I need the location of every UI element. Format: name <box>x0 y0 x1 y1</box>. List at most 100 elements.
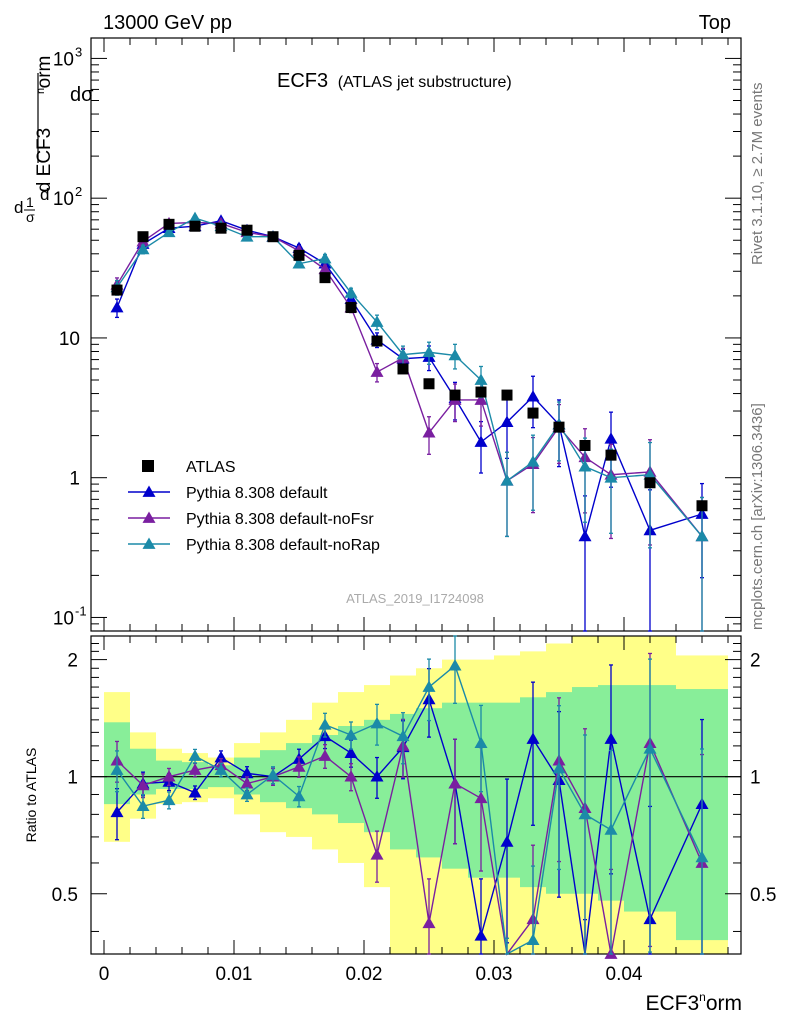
series-point <box>578 460 592 472</box>
data-point <box>345 302 357 314</box>
svg-text:1: 1 <box>26 194 34 210</box>
ratio-point <box>578 807 592 820</box>
ratio-point <box>188 749 202 761</box>
series-point <box>370 315 384 327</box>
y-tick-label: 10 <box>53 608 74 629</box>
ratio-point <box>110 763 124 775</box>
data-point <box>319 272 331 284</box>
series-point <box>422 426 436 438</box>
svg-text:orm: orm <box>34 56 55 89</box>
series-point <box>500 474 514 486</box>
data-point <box>267 231 279 243</box>
ratio-point <box>526 933 540 945</box>
ratio-line <box>116 664 703 956</box>
ratio-point <box>552 761 566 774</box>
ratio-line <box>116 697 703 955</box>
y-tick-label-exponent: -1 <box>75 603 87 618</box>
y-tick-label: 10 <box>53 189 74 210</box>
ratio-point <box>266 768 280 780</box>
x-tick-label: 0.04 <box>606 964 643 985</box>
ratio-point <box>344 770 358 782</box>
svg-text:d: d <box>14 198 23 217</box>
y-tick-label-right: 0.5 <box>750 885 776 906</box>
ratio-point <box>240 787 254 800</box>
y-tick-label-exponent: 2 <box>75 184 82 199</box>
series-point <box>422 345 436 358</box>
legend-marker <box>142 485 156 497</box>
series-point <box>604 432 618 444</box>
svg-text:σ: σ <box>26 209 35 225</box>
svg-text:Rivet 3.1.10, ≥ 2.7M events: Rivet 3.1.10, ≥ 2.7M events <box>749 83 766 266</box>
data-point <box>163 218 175 230</box>
series-point <box>110 301 124 313</box>
ratio-point <box>604 732 618 744</box>
data-point <box>241 224 253 236</box>
ratio-point <box>162 793 176 806</box>
x-tick-label: 0.02 <box>346 964 383 985</box>
ratio-point <box>344 746 358 758</box>
ratio-point <box>604 823 618 835</box>
atlas-data-points <box>111 218 708 512</box>
series-point <box>526 390 540 402</box>
y-tick-label: 0.5 <box>52 885 78 906</box>
series-point <box>344 286 358 298</box>
data-point <box>137 231 149 243</box>
legend: ATLAS Pythia 8.308 default Pythia 8.308 de… <box>128 459 380 554</box>
mc-series-ratio <box>110 635 709 956</box>
legend-marker <box>142 537 156 549</box>
data-point <box>371 335 383 347</box>
data-point <box>579 439 591 451</box>
data-point <box>449 389 461 401</box>
y-tick-label-exponent: 3 <box>75 44 82 59</box>
legend-label: ATLAS <box>186 459 236 476</box>
series-point <box>695 529 709 542</box>
series-point <box>188 211 202 223</box>
ratio-point <box>240 777 254 789</box>
series-point <box>474 373 488 385</box>
legend-label: Pythia 8.308 default-noFsr <box>186 511 374 528</box>
ratio-point <box>422 916 436 929</box>
series-point <box>318 262 332 275</box>
y-tick-label: 1 <box>67 768 78 789</box>
ratio-point <box>136 778 150 791</box>
svg-text:d: d <box>40 185 49 204</box>
y-tick-label: 10 <box>53 49 74 70</box>
ratio-point <box>370 770 384 782</box>
data-point <box>605 449 617 461</box>
ratio-point <box>162 770 176 782</box>
ratio-point <box>240 766 254 779</box>
series-point <box>526 455 540 467</box>
series-point <box>396 348 410 360</box>
ratio-point <box>318 749 332 761</box>
data-point <box>111 284 123 296</box>
main-y-axis-label: d 1 σ d dσ d ECF3 n orm <box>14 56 94 225</box>
energy-label: 13000 GeV pp <box>103 12 232 34</box>
series-point <box>578 529 592 542</box>
ratio-point <box>292 760 306 772</box>
ratio-point <box>188 763 202 775</box>
ratio-point <box>188 786 202 798</box>
data-point <box>397 363 409 375</box>
ratio-point <box>136 799 150 812</box>
analysis-watermark: ATLAS_2019_I1724098 <box>346 591 484 606</box>
legend-label: Pythia 8.308 default-noRap <box>186 537 380 554</box>
y-tick-label-right: 1 <box>750 768 761 789</box>
y-tick-label: 10 <box>59 329 80 350</box>
ratio-line <box>116 740 703 956</box>
series-point <box>474 435 488 447</box>
ratio-point <box>344 728 358 740</box>
svg-text:dσ: dσ <box>70 84 94 106</box>
series-point <box>162 225 176 238</box>
ratio-point <box>448 659 462 671</box>
series-point <box>448 348 462 361</box>
series-point <box>292 257 306 269</box>
ratio-point <box>695 850 709 863</box>
ratio-point <box>474 736 488 748</box>
series-point <box>136 242 150 255</box>
legend-label: Pythia 8.308 default <box>186 485 328 502</box>
ratio-point <box>396 729 410 742</box>
data-point <box>293 249 305 261</box>
ratio-point <box>500 835 514 847</box>
svg-text:d ECF3: d ECF3 <box>34 128 55 192</box>
data-point <box>696 500 708 512</box>
